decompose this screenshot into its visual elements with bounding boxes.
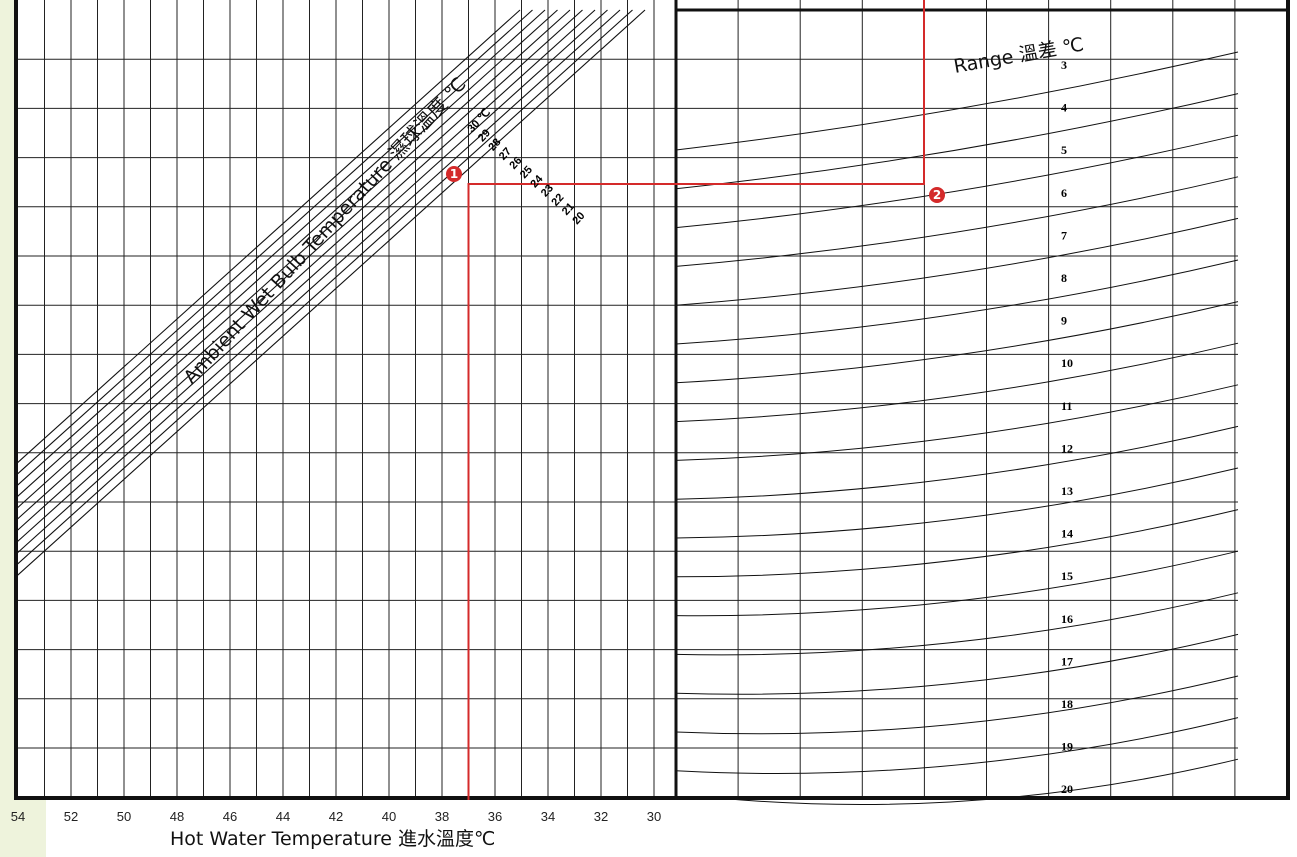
left-panel-grid [16,0,676,798]
x-tick-label: 36 [488,809,502,824]
range-label: 4 [1061,101,1067,115]
wet-bulb-line-26 [15,9,571,510]
range-label: 8 [1061,271,1067,285]
range-label: 15 [1061,569,1073,583]
range-label: 13 [1061,484,1073,498]
range-curves [675,51,1239,806]
x-tick-label: 42 [329,809,343,824]
wet-bulb-label: 30 ℃ [465,107,493,135]
range-label: 7 [1061,228,1067,242]
wet-bulb-line-24 [15,9,596,533]
x-axis-ticks: 54 52 50 48 46 44 42 40 38 36 34 32 30 [11,809,661,824]
x-tick-label: 30 [647,809,661,824]
x-tick-label: 52 [64,809,78,824]
marker-2-dot [929,187,945,203]
range-curve-11 [675,384,1239,461]
x-tick-label: 48 [170,809,184,824]
wet-bulb-curve-title: Ambient Wet Bulb Temperature 濕球溫度 ℃ [179,73,470,388]
range-curve-20 [717,758,1239,806]
wet-bulb-line-21 [15,9,633,566]
range-curve-6 [675,176,1239,267]
range-curve-10 [675,342,1239,423]
wet-bulb-line-27 [15,9,558,499]
range-curve-9 [675,301,1239,384]
range-curve-8 [675,259,1239,345]
range-curve-3 [675,51,1239,151]
range-curve-15 [675,550,1239,617]
range-curve-17 [675,633,1239,695]
x-axis-title: Hot Water Temperature 進水溫度℃ [170,828,495,850]
wet-bulb-line-22 [15,9,621,555]
wet-bulb-line-30 [15,9,521,465]
range-label: 5 [1061,143,1067,157]
range-curve-5 [675,134,1239,229]
wet-bulb-line-20 [15,9,646,578]
x-tick-label: 46 [223,809,237,824]
range-label: 10 [1061,356,1073,370]
range-curve-16 [675,592,1239,656]
x-tick-label: 54 [11,809,25,824]
range-curve-18 [675,675,1239,735]
range-label: 12 [1061,441,1073,455]
range-label: 17 [1061,654,1073,668]
x-tick-label: 34 [541,809,555,824]
chart-frame [14,0,1290,800]
range-label: 19 [1061,740,1073,754]
wet-bulb-lines [15,9,646,578]
example-path-line [467,0,925,800]
range-curve-4 [675,93,1239,190]
x-tick-label: 50 [117,809,131,824]
range-curve-12 [675,425,1239,500]
range-label: 9 [1061,314,1067,328]
x-tick-label: 32 [594,809,608,824]
marker-1-dot [446,166,462,182]
marker-2-label: 2 [933,188,941,202]
range-label: 18 [1061,697,1073,711]
wet-bulb-line-25 [15,9,583,521]
wet-bulb-line-23 [15,9,608,544]
right-panel-grid [676,0,1238,798]
example-path: 12 [446,0,945,800]
range-label: 14 [1061,527,1073,541]
range-label: 3 [1061,58,1067,72]
range-labels: 3 4 5 6 7 8 9 10 11 12 13 14 15 16 17 18 19 20 [1061,58,1073,796]
x-tick-label: 40 [382,809,396,824]
marker-2: 2 [929,187,945,203]
range-curve-13 [675,467,1239,539]
range-curve-19 [675,717,1239,774]
marker-1: 1 [446,166,462,182]
range-label: 20 [1061,782,1073,796]
range-label: 6 [1061,186,1067,200]
marker-1-label: 1 [450,167,458,181]
x-tick-label: 44 [276,809,290,824]
left-sidebar-strip [0,0,16,857]
range-label: 16 [1061,612,1073,626]
range-curve-14 [675,509,1239,578]
x-tick-label: 38 [435,809,449,824]
wet-bulb-line-29 [15,9,533,476]
wet-bulb-line-28 [15,9,546,487]
range-label: 11 [1061,399,1072,413]
range-curve-7 [675,217,1239,306]
bottom-strip [0,800,46,857]
